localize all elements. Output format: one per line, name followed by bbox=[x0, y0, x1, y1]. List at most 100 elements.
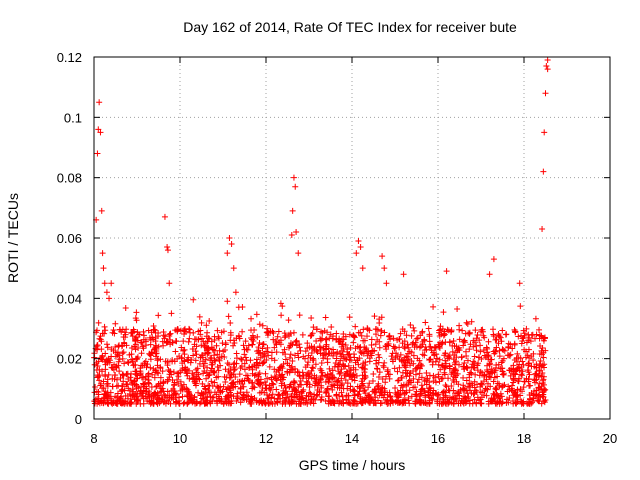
data-point bbox=[245, 342, 252, 349]
data-point bbox=[542, 90, 549, 97]
data-point bbox=[499, 365, 506, 372]
data-point bbox=[147, 341, 154, 348]
data-point bbox=[282, 356, 289, 363]
data-point bbox=[141, 380, 148, 387]
data-point bbox=[488, 370, 495, 377]
data-point bbox=[525, 337, 532, 344]
data-point bbox=[179, 393, 186, 400]
data-point bbox=[512, 329, 519, 336]
data-point bbox=[119, 400, 126, 407]
data-point bbox=[349, 376, 356, 383]
data-point bbox=[213, 374, 220, 381]
data-point bbox=[196, 313, 203, 320]
data-point bbox=[240, 342, 247, 349]
data-point bbox=[94, 372, 101, 379]
data-point bbox=[413, 335, 420, 342]
data-point bbox=[519, 358, 526, 365]
data-point bbox=[436, 339, 443, 346]
data-point bbox=[233, 335, 240, 342]
data-point bbox=[460, 374, 467, 381]
data-point bbox=[388, 353, 395, 360]
data-point bbox=[121, 339, 128, 346]
data-point bbox=[122, 304, 129, 311]
data-point bbox=[328, 324, 335, 331]
data-point bbox=[255, 377, 262, 384]
data-point bbox=[318, 394, 325, 401]
data-point bbox=[217, 362, 224, 369]
data-point bbox=[277, 337, 284, 344]
data-point bbox=[480, 347, 487, 354]
data-point bbox=[433, 355, 440, 362]
data-point bbox=[403, 373, 410, 380]
x-axis-label: GPS time / hours bbox=[299, 457, 406, 473]
data-point bbox=[535, 398, 542, 405]
data-point bbox=[430, 387, 437, 394]
data-point bbox=[439, 375, 446, 382]
data-point bbox=[401, 390, 408, 397]
data-point bbox=[369, 378, 376, 385]
data-point bbox=[412, 391, 419, 398]
data-point bbox=[355, 238, 362, 245]
data-point bbox=[228, 241, 235, 248]
data-point bbox=[511, 341, 518, 348]
data-point bbox=[224, 298, 231, 305]
data-point bbox=[360, 337, 367, 344]
data-point bbox=[493, 362, 500, 369]
data-point bbox=[445, 387, 452, 394]
data-point bbox=[340, 397, 347, 404]
data-point bbox=[496, 353, 503, 360]
data-point bbox=[463, 377, 470, 384]
data-point bbox=[383, 343, 390, 350]
data-point bbox=[272, 337, 279, 344]
data-point bbox=[320, 355, 327, 362]
data-point bbox=[371, 394, 378, 401]
data-point bbox=[158, 395, 165, 402]
data-point bbox=[154, 392, 161, 399]
data-point bbox=[526, 382, 533, 389]
data-point bbox=[120, 399, 127, 406]
data-point bbox=[243, 357, 250, 364]
data-point bbox=[115, 358, 122, 365]
x-tick-label: 10 bbox=[173, 431, 187, 446]
data-point bbox=[218, 329, 225, 336]
data-point bbox=[399, 358, 406, 365]
data-point bbox=[534, 397, 541, 404]
data-point bbox=[426, 331, 433, 338]
data-point bbox=[347, 372, 354, 379]
data-point bbox=[451, 369, 458, 376]
data-point bbox=[362, 398, 369, 405]
data-point bbox=[256, 370, 263, 377]
data-point bbox=[505, 383, 512, 390]
data-point bbox=[440, 394, 447, 401]
data-point bbox=[389, 350, 396, 357]
data-point bbox=[188, 392, 195, 399]
data-point bbox=[296, 341, 303, 348]
data-point bbox=[390, 335, 397, 342]
data-point bbox=[180, 381, 187, 388]
data-point bbox=[215, 367, 222, 374]
y-tick-label: 0.04 bbox=[57, 291, 82, 306]
data-point bbox=[102, 350, 109, 357]
chart-title: Day 162 of 2014, Rate Of TEC Index for r… bbox=[183, 19, 517, 35]
data-point bbox=[519, 368, 526, 375]
data-point bbox=[474, 332, 481, 339]
y-tick-label: 0.12 bbox=[57, 50, 82, 65]
data-point bbox=[500, 347, 507, 354]
data-point bbox=[253, 311, 260, 318]
data-point bbox=[290, 174, 297, 181]
data-point bbox=[322, 314, 329, 321]
data-point bbox=[205, 382, 212, 389]
data-point bbox=[210, 369, 217, 376]
data-point bbox=[497, 390, 504, 397]
data-point bbox=[436, 356, 443, 363]
data-point bbox=[214, 351, 221, 358]
data-point bbox=[145, 370, 152, 377]
data-point bbox=[329, 367, 336, 374]
data-point bbox=[138, 383, 145, 390]
data-point bbox=[360, 383, 367, 390]
data-point bbox=[527, 338, 534, 345]
data-point bbox=[387, 336, 394, 343]
data-point bbox=[322, 345, 329, 352]
data-point bbox=[486, 360, 493, 367]
